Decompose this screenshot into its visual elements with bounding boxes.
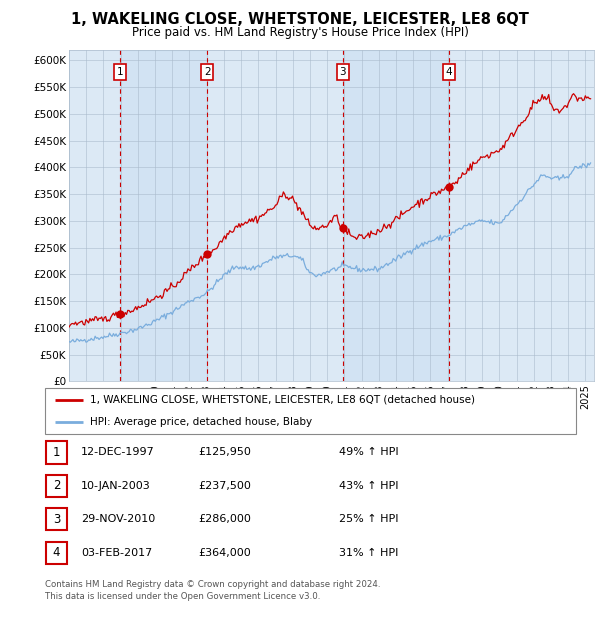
Text: 25% ↑ HPI: 25% ↑ HPI [339,515,398,525]
Text: 3: 3 [340,67,346,77]
Text: £125,950: £125,950 [198,448,251,458]
Text: 1, WAKELING CLOSE, WHETSTONE, LEICESTER, LE8 6QT: 1, WAKELING CLOSE, WHETSTONE, LEICESTER,… [71,12,529,27]
Text: 49% ↑ HPI: 49% ↑ HPI [339,448,398,458]
Text: £364,000: £364,000 [198,548,251,558]
Text: Price paid vs. HM Land Registry's House Price Index (HPI): Price paid vs. HM Land Registry's House … [131,26,469,39]
Text: HPI: Average price, detached house, Blaby: HPI: Average price, detached house, Blab… [90,417,312,427]
Text: Contains HM Land Registry data © Crown copyright and database right 2024.: Contains HM Land Registry data © Crown c… [45,580,380,589]
Text: 1: 1 [53,446,60,459]
Bar [120,50,207,381]
Text: 29-NOV-2010: 29-NOV-2010 [81,515,155,525]
Text: This data is licensed under the Open Government Licence v3.0.: This data is licensed under the Open Gov… [45,592,320,601]
Bar [343,50,449,381]
Text: 4: 4 [53,546,60,559]
Text: 1, WAKELING CLOSE, WHETSTONE, LEICESTER, LE8 6QT (detached house): 1, WAKELING CLOSE, WHETSTONE, LEICESTER,… [90,394,475,405]
Text: 31% ↑ HPI: 31% ↑ HPI [339,548,398,558]
Text: 2: 2 [204,67,211,77]
Text: 43% ↑ HPI: 43% ↑ HPI [339,481,398,491]
Text: 03-FEB-2017: 03-FEB-2017 [81,548,152,558]
Text: 4: 4 [446,67,452,77]
Text: 1: 1 [116,67,123,77]
Text: 10-JAN-2003: 10-JAN-2003 [81,481,151,491]
Text: 12-DEC-1997: 12-DEC-1997 [81,448,155,458]
Text: 2: 2 [53,479,60,492]
Text: 3: 3 [53,513,60,526]
Text: £286,000: £286,000 [198,515,251,525]
Text: £237,500: £237,500 [198,481,251,491]
